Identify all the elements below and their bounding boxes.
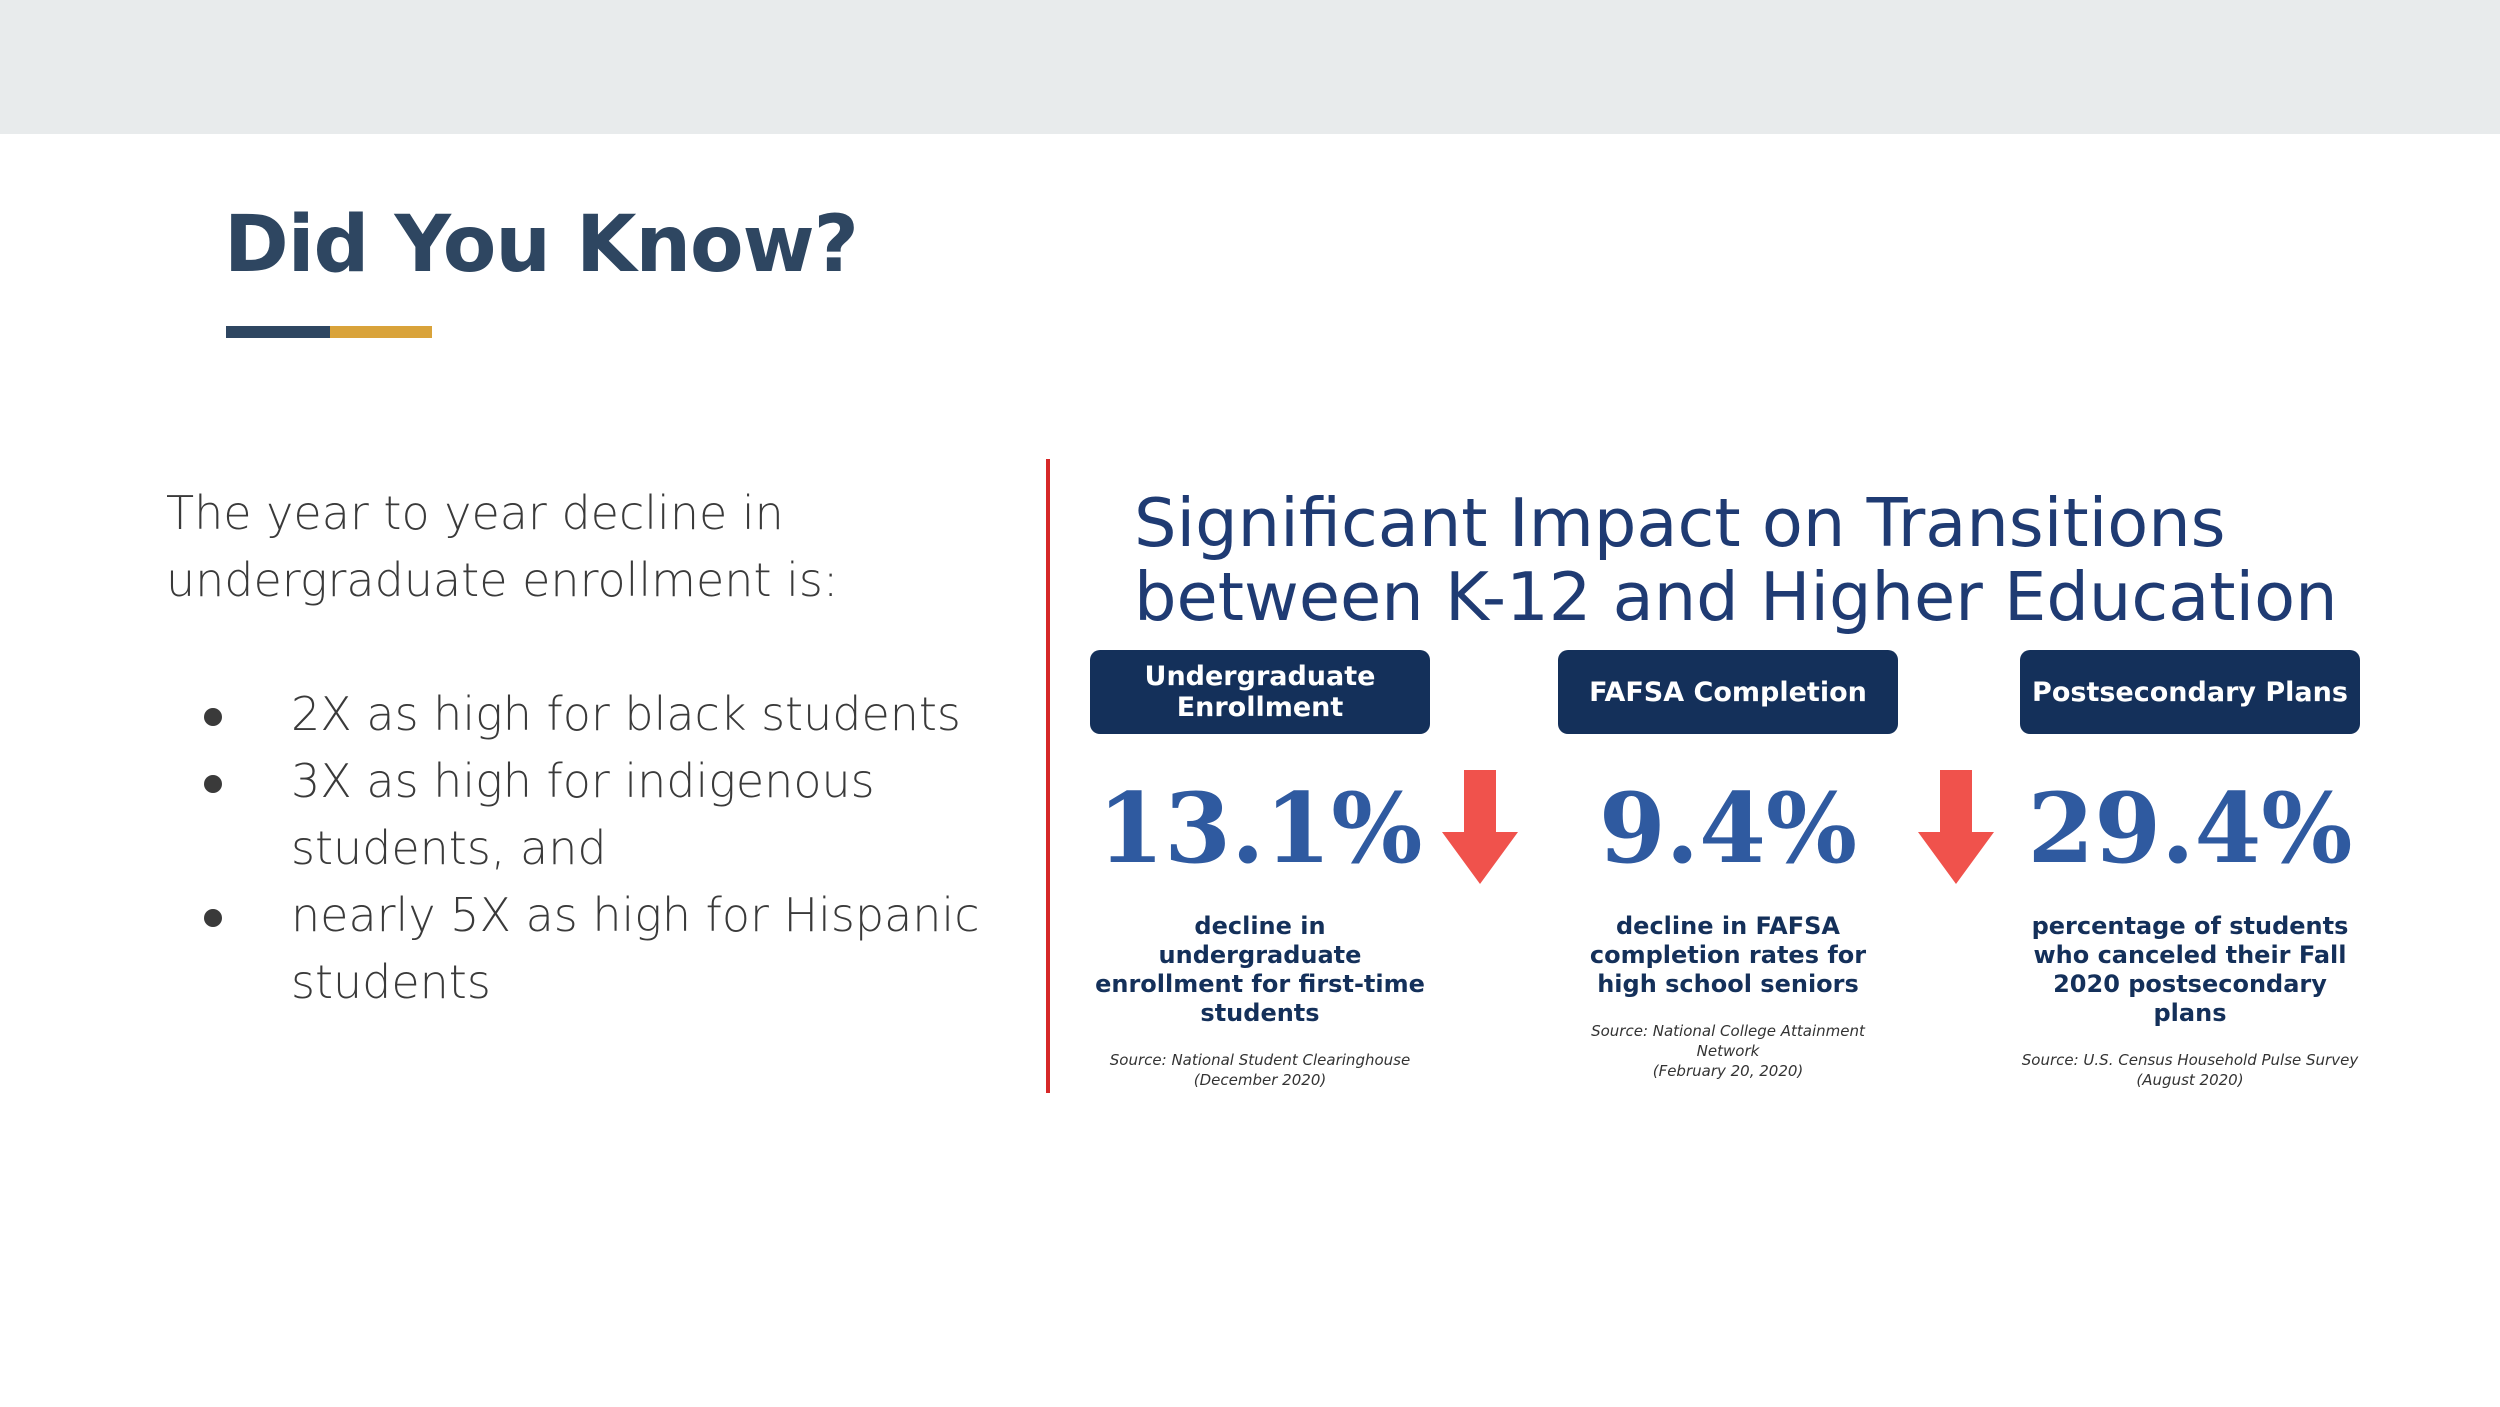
infographic: Significant Impact on Transitions betwee…: [1080, 470, 2420, 1090]
bullet-text: nearly 5X as high for Hispanic students: [291, 888, 980, 1009]
stat-source-line: Source: National College Attainment Netw…: [1591, 1022, 1865, 1060]
stat-value: 29.4%: [2027, 772, 2353, 885]
bullet-item: 2X as high for black students: [166, 681, 1026, 748]
down-arrow-icon: [1918, 770, 1994, 884]
bullet-text: 3X as high for indigenous students, and: [291, 754, 875, 875]
down-arrow-icon: [1442, 770, 1518, 884]
stat-label-pill: Undergraduate Enrollment: [1090, 650, 1430, 734]
intro-text: The year to year decline in undergraduat…: [166, 486, 839, 607]
bullet-dot-icon: [204, 708, 222, 726]
stat-source: Source: U.S. Census Household Pulse Surv…: [2020, 1050, 2360, 1090]
stat-source-line: (August 2020): [2136, 1071, 2244, 1089]
left-text-panel: The year to year decline in undergraduat…: [166, 480, 1026, 1016]
stat-description: percentage of students who canceled thei…: [2031, 912, 2349, 1027]
infographic-title-line: Significant Impact on Transitions: [1134, 484, 2226, 562]
stat-source-line: Source: U.S. Census Household Pulse Surv…: [2021, 1051, 2359, 1069]
underline-navy-segment: [226, 326, 330, 338]
stat-label-pill: Postsecondary Plans: [2020, 650, 2360, 734]
stat-fafsa-completion: FAFSA Completion 9.4% decline in FAFSA c…: [1558, 650, 1898, 1081]
stat-label-pill: FAFSA Completion: [1558, 650, 1898, 734]
stat-source-line: (February 20, 2020): [1652, 1062, 1804, 1080]
bullet-dot-icon: [204, 909, 222, 927]
slide: [0, 134, 2500, 1407]
stat-description: decline in undergraduate enrollment for …: [1095, 912, 1425, 1027]
title-underline: [226, 326, 432, 338]
stat-value: 13.1%: [1097, 772, 1423, 885]
vertical-divider: [1046, 459, 1050, 1093]
infographic-title-line: between K-12 and Higher Education: [1134, 558, 2338, 636]
bullet-dot-icon: [204, 775, 222, 793]
bullet-text: 2X as high for black students: [291, 687, 961, 741]
slide-title: Did You Know?: [224, 200, 859, 290]
stat-source-line: Source: National Student Clearinghouse: [1109, 1051, 1411, 1069]
bullet-item: nearly 5X as high for Hispanic students: [166, 882, 1026, 1016]
stat-source-line: (December 2020): [1193, 1071, 1327, 1089]
stat-value: 9.4%: [1598, 772, 1858, 885]
bullet-list: 2X as high for black students 3X as high…: [166, 681, 1026, 1016]
stat-source: Source: National College Attainment Netw…: [1558, 1021, 1898, 1081]
stat-postsecondary-plans: Postsecondary Plans 29.4% percentage of …: [2020, 650, 2360, 1090]
stat-undergraduate-enrollment: Undergraduate Enrollment 13.1% decline i…: [1090, 650, 1430, 1090]
bullet-item: 3X as high for indigenous students, and: [166, 748, 1026, 882]
underline-gold-segment: [330, 326, 432, 338]
stat-description: decline in FAFSA completion rates for hi…: [1589, 912, 1867, 998]
infographic-title: Significant Impact on Transitions betwee…: [1134, 486, 2414, 634]
top-band: [0, 0, 2500, 134]
stat-source: Source: National Student Clearinghouse (…: [1090, 1050, 1430, 1090]
